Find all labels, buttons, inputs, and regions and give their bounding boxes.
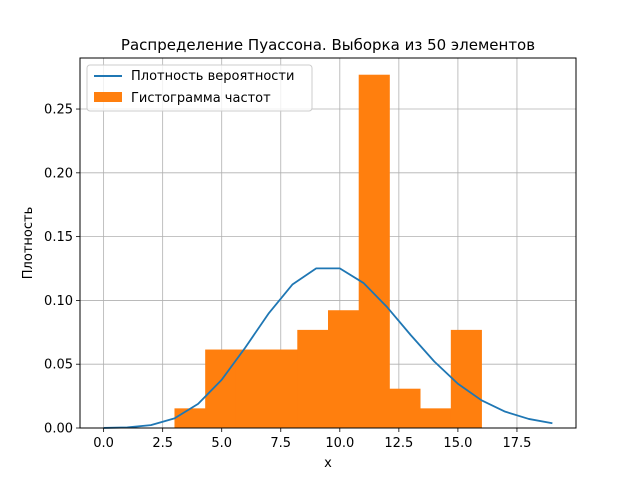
x-tick-label: 0.0 (93, 436, 114, 451)
y-tick-label: 0.05 (44, 358, 73, 373)
y-tick-label: 0.10 (44, 294, 73, 309)
density-line-group (103, 267, 553, 429)
x-tick-label: 7.5 (270, 436, 291, 451)
legend-label-histogram: Гистограмма частот (131, 91, 271, 106)
legend-bar-swatch (94, 92, 122, 102)
x-tick-label: 10.0 (325, 436, 354, 451)
legend-box (86, 64, 313, 112)
x-tick-label: 12.5 (384, 436, 413, 451)
x-tick-label: 17.5 (502, 436, 531, 451)
histogram-bar (174, 408, 206, 428)
y-tick-label: 0.15 (44, 230, 73, 245)
density-line (103, 267, 553, 429)
histogram-bars (174, 74, 482, 428)
y-axis-label: Плотность (21, 207, 36, 279)
legend-label-density: Плотность вероятности (131, 69, 294, 84)
x-tick-label: 5.0 (211, 436, 232, 451)
y-tick-label: 0.00 (44, 422, 73, 437)
chart-title: Распределение Пуассона. Выборка из 50 эл… (121, 36, 535, 54)
y-tick-label: 0.20 (44, 166, 73, 181)
x-axis-ticks: 0.0 2.5 5.0 7.5 10.0 12.5 15.0 17.5 (93, 428, 531, 451)
histogram-bar (450, 329, 482, 428)
histogram-bar (205, 349, 237, 428)
x-axis-label: x (324, 456, 332, 471)
plot-frame (79, 57, 577, 429)
x-tick-label: 15.0 (443, 436, 472, 451)
histogram-bar (235, 349, 267, 428)
y-axis-ticks: 0.00 0.05 0.10 0.15 0.20 0.25 (44, 103, 80, 437)
y-tick-label: 0.25 (44, 103, 73, 118)
histogram-bar (420, 408, 452, 428)
x-tick-label: 2.5 (152, 436, 173, 451)
histogram-bar (328, 310, 360, 428)
histogram-bar (358, 74, 390, 428)
histogram-bar (297, 329, 329, 428)
histogram-bar (266, 349, 298, 428)
histogram-bar (389, 388, 421, 428)
legend: Плотность вероятности Гистограмма частот (86, 64, 313, 112)
